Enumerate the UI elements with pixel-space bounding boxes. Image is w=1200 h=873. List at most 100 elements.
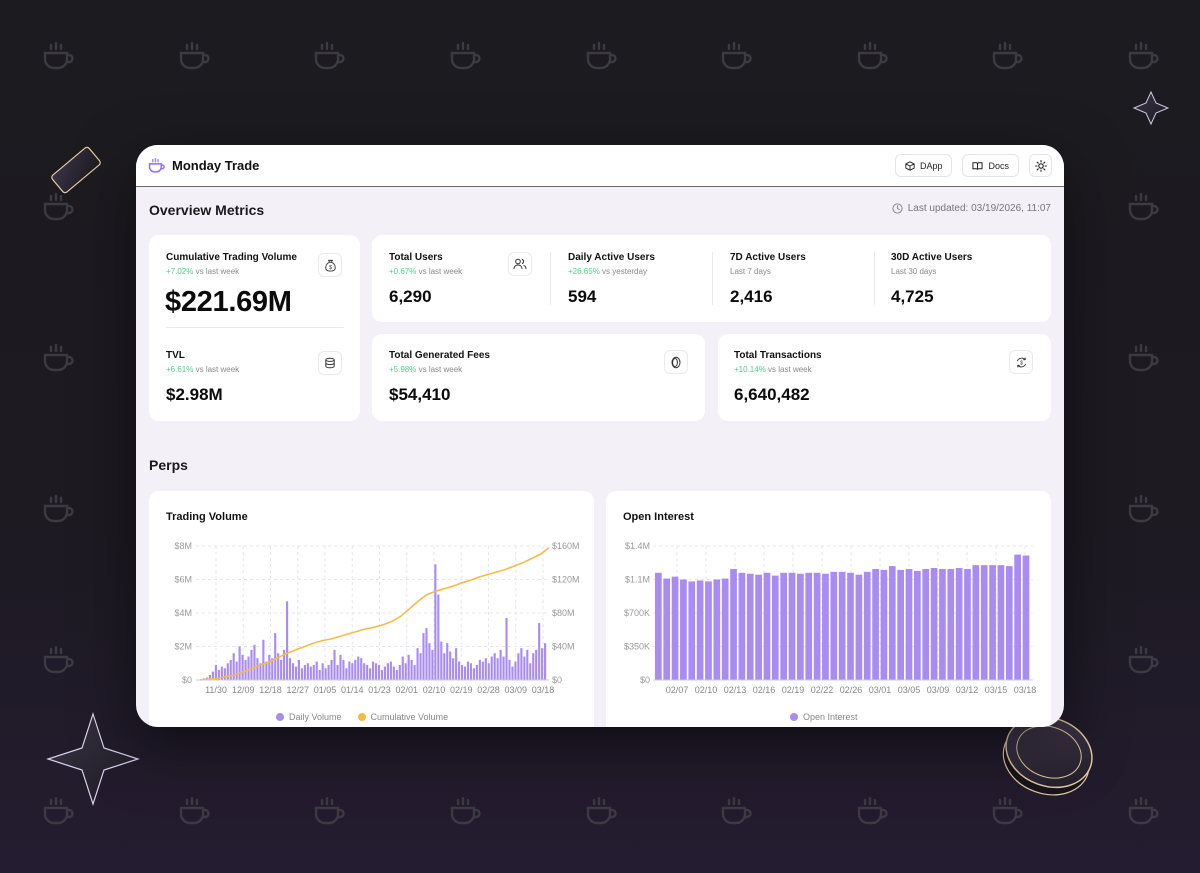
daily-volume-bar xyxy=(517,653,520,680)
open-interest-bar xyxy=(713,579,721,680)
x-tick-label: 03/15 xyxy=(985,685,1008,695)
daily-volume-bar xyxy=(232,653,235,680)
daily-volume-bar xyxy=(223,668,226,680)
daily-volume-bar xyxy=(351,663,354,680)
x-tick-label: 03/18 xyxy=(532,685,555,695)
dapp-label: DApp xyxy=(919,160,943,171)
daily-volume-bar xyxy=(211,671,214,680)
daily-volume-bar xyxy=(484,658,487,680)
daily-volume-bar xyxy=(244,659,247,680)
legend-open-interest[interactable]: Open Interest xyxy=(790,712,858,722)
daily-volume-bar xyxy=(259,663,262,680)
open-interest-bar xyxy=(955,568,963,680)
daily-volume-bar xyxy=(280,659,283,680)
daily-volume-bar xyxy=(541,648,544,680)
svg-text:$: $ xyxy=(1020,360,1023,366)
brand-name: Monday Trade xyxy=(172,158,260,173)
cup-pattern-icon xyxy=(992,797,1023,825)
mau-value: 4,725 xyxy=(891,287,934,306)
open-interest-bar xyxy=(671,576,679,680)
daily-volume-bar xyxy=(413,664,416,680)
theme-toggle-button[interactable] xyxy=(1029,154,1052,177)
daily-volume-bar xyxy=(214,664,217,680)
legend-cumulative-volume[interactable]: Cumulative Volume xyxy=(357,712,448,722)
cup-pattern-icon xyxy=(857,42,888,70)
daily-volume-bar xyxy=(404,663,407,680)
x-tick-label: 02/28 xyxy=(477,685,500,695)
daily-volume-bar xyxy=(229,659,232,680)
open-interest-bar xyxy=(1014,554,1021,680)
daily-volume-bar xyxy=(386,663,389,680)
docs-label: Docs xyxy=(988,160,1009,171)
trading-volume-title: Trading Volume xyxy=(166,511,248,523)
open-interest-bar xyxy=(688,581,696,680)
daily-volume-bar xyxy=(499,649,502,680)
daily-volume-bar xyxy=(434,564,437,680)
mau-sub: Last 30 days xyxy=(891,267,937,276)
legend-daily-volume[interactable]: Daily Volume xyxy=(276,712,342,722)
open-interest-bar xyxy=(746,573,754,680)
cup-pattern-icon xyxy=(43,193,74,221)
open-interest-bar xyxy=(830,571,838,680)
x-tick-label: 03/05 xyxy=(898,685,921,695)
tx-change: +10.14% vs last week xyxy=(734,365,812,374)
open-interest-card: Open Interest $0 $350K $700K $1.1M $1.4M 02/0… xyxy=(606,491,1051,727)
docs-button[interactable]: Docs xyxy=(962,154,1019,177)
daily-volume-bar xyxy=(437,594,440,680)
open-interest-bar xyxy=(872,568,879,680)
daily-volume-bar xyxy=(300,668,303,680)
clock-icon xyxy=(892,203,903,214)
daily-volume-bar xyxy=(315,661,318,680)
users-divider xyxy=(550,252,551,305)
open-interest-bar xyxy=(947,568,955,680)
open-interest-bar xyxy=(930,568,938,680)
total-users-label: Total Users xyxy=(389,252,443,263)
daily-volume-bar xyxy=(526,649,529,680)
open-interest-legend: Open Interest xyxy=(790,712,858,722)
cup-pattern-icon xyxy=(992,42,1023,70)
open-interest-bar xyxy=(888,566,896,680)
cup-pattern-icon xyxy=(1128,495,1159,523)
card-divider xyxy=(166,327,344,328)
open-interest-bar xyxy=(880,569,888,680)
daily-volume-bar xyxy=(274,633,277,680)
daily-volume-bar xyxy=(475,664,478,680)
ctv-label: Cumulative Trading Volume xyxy=(166,252,297,263)
coin-icon xyxy=(671,356,681,368)
trading-volume-chart: $0 $0 $2M $40M $4M $80M $6M $120M $8M $160M 11/30 1… xyxy=(174,541,579,695)
x-tick-label: 11/30 xyxy=(205,685,227,695)
x-tick-label: 03/09 xyxy=(927,685,950,695)
daily-volume-bar xyxy=(256,658,259,680)
svg-text:$: $ xyxy=(328,265,331,271)
cup-pattern-icon xyxy=(314,797,345,825)
cup-pattern-icon xyxy=(43,344,74,372)
overview-title: Overview Metrics xyxy=(149,202,265,218)
daily-volume-bar xyxy=(348,661,351,680)
cup-pattern-icon xyxy=(586,797,617,825)
users-card: Total Users +0.67% vs last week 6,290 Da… xyxy=(372,235,1051,322)
daily-volume-bar xyxy=(354,659,357,680)
cup-pattern-icon xyxy=(1128,193,1159,221)
x-tick-label: 01/05 xyxy=(314,685,337,695)
brand-logo[interactable]: Monday Trade xyxy=(148,157,260,174)
x-tick-label: 12/09 xyxy=(232,685,255,695)
cup-pattern-icon xyxy=(43,797,74,825)
open-interest-chart: $0 $350K $700K $1.1M $1.4M 02/07 02/10 02/13 02/… xyxy=(624,541,1036,695)
daily-volume-bar xyxy=(538,623,541,680)
daily-volume-bar xyxy=(466,661,470,680)
open-interest-bar xyxy=(847,572,854,680)
dapp-button[interactable]: DApp xyxy=(894,154,953,177)
tilted-card-shape xyxy=(51,146,101,194)
sun-icon xyxy=(1034,159,1047,172)
daily-volume-bar xyxy=(324,668,327,680)
daily-volume-bar xyxy=(523,656,526,680)
y2-tick-label: $40M xyxy=(552,642,575,652)
daily-volume-bar xyxy=(333,649,336,680)
daily-volume-bar xyxy=(235,661,238,680)
open-interest-bar xyxy=(989,565,996,680)
daily-volume-bar xyxy=(369,668,372,680)
open-interest-bar xyxy=(797,573,804,680)
open-interest-bar xyxy=(655,572,662,680)
x-tick-label: 03/09 xyxy=(504,685,527,695)
open-interest-bar xyxy=(997,565,1005,680)
